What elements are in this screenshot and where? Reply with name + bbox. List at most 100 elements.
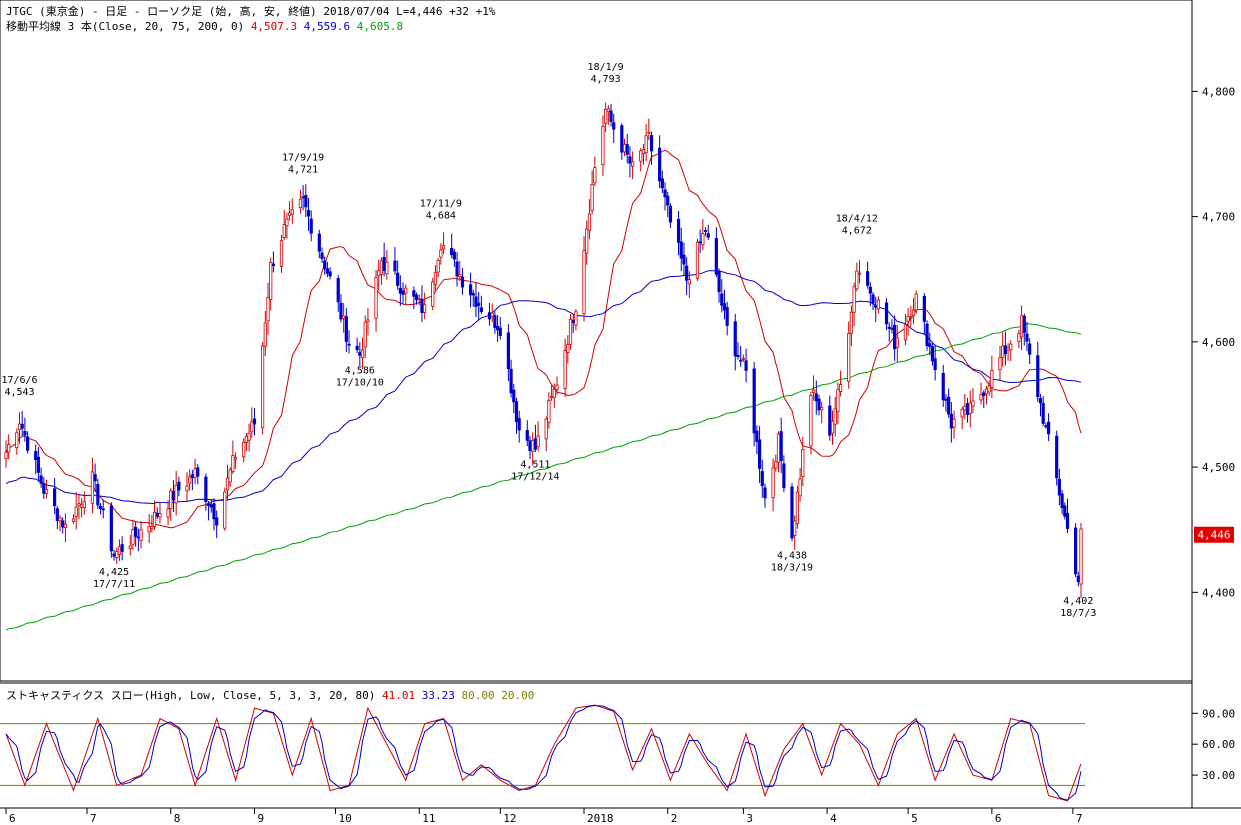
candle-body: [590, 184, 594, 211]
price-tick-label: 4,700: [1202, 211, 1235, 224]
candle-body: [250, 421, 254, 433]
candle-body: [1079, 528, 1083, 585]
candle-body: [53, 488, 57, 507]
candle-body: [949, 413, 953, 429]
candle-body: [687, 279, 691, 285]
ma75-line: [5, 270, 1082, 505]
candle-body: [398, 287, 402, 294]
candle-body: [922, 295, 926, 322]
candle-body: [147, 526, 151, 533]
candle-body: [736, 354, 740, 358]
candle-body: [647, 131, 651, 134]
candle-body: [171, 491, 176, 501]
candle-body: [601, 125, 605, 166]
candle-body: [836, 389, 840, 413]
candle-body: [190, 474, 194, 479]
candle-body: [223, 491, 227, 529]
candle-body: [968, 402, 972, 414]
candle-body: [1073, 527, 1078, 575]
candle-body: [566, 344, 570, 353]
candle-body: [1038, 398, 1043, 404]
candle-body: [866, 271, 870, 286]
candle-body: [698, 241, 702, 244]
candle-body: [871, 294, 875, 304]
annotation-label: 4,425: [99, 567, 129, 578]
candle-body: [830, 420, 835, 434]
candle-body: [342, 315, 346, 319]
last-price-label: 4,446: [1197, 529, 1230, 542]
candle-body: [36, 456, 41, 473]
candle-body: [525, 430, 529, 441]
annotation-label: 4,721: [288, 164, 318, 175]
candle-body: [793, 520, 797, 536]
stoch-tick-label: 60.00: [1202, 738, 1235, 751]
candle-body: [1001, 345, 1005, 358]
time-tick-label: 9: [257, 812, 264, 825]
candle-body: [563, 350, 567, 389]
candle-body: [685, 265, 689, 281]
candle-body: [585, 228, 589, 254]
price-tick-label: 4,600: [1202, 336, 1235, 349]
candle-body: [930, 346, 935, 362]
time-tick-label: 2: [671, 812, 678, 825]
candle-body: [152, 512, 157, 528]
candle-body: [155, 512, 159, 518]
candle-body: [903, 324, 908, 341]
candle-body: [876, 299, 881, 310]
candle-body: [115, 551, 119, 558]
candle-body: [269, 262, 273, 300]
candle-body: [852, 286, 856, 313]
candle-body: [911, 309, 916, 317]
candle-body: [82, 501, 86, 509]
candle-body: [725, 307, 729, 326]
annotation-label: 4,438: [777, 551, 807, 562]
annotation-label: 4,586: [345, 365, 375, 376]
candle-body: [260, 345, 265, 429]
candle-body: [98, 505, 103, 510]
candle-body: [285, 218, 289, 227]
candle-body: [663, 189, 667, 198]
candle-body: [441, 245, 446, 250]
annotation-label: 4,684: [426, 211, 456, 222]
candle-body: [77, 503, 81, 506]
candle-body: [817, 398, 821, 411]
candle-body: [1022, 315, 1026, 333]
candle-body: [477, 302, 481, 306]
candle-body: [741, 357, 745, 360]
annotation-label: 4,793: [591, 74, 621, 85]
candle-body: [212, 503, 216, 520]
candle-body: [17, 423, 22, 430]
candle-body: [782, 463, 786, 489]
candle-body: [44, 488, 49, 494]
candle-body: [288, 212, 292, 216]
candle-body: [63, 523, 68, 529]
candle-body: [450, 247, 454, 256]
candle-body: [309, 218, 313, 234]
candle-body: [609, 110, 613, 122]
candle-body: [757, 439, 762, 469]
candle-body: [306, 209, 311, 217]
ma75-value: 4,559.6: [303, 20, 351, 33]
candle-body: [15, 432, 19, 448]
candle-body: [641, 149, 646, 154]
candle-body: [174, 485, 178, 504]
candle-body: [436, 260, 440, 273]
candle-body: [385, 261, 389, 275]
price-panel-frame: [0, 0, 1193, 682]
candle-body: [574, 311, 578, 326]
candle-body: [514, 401, 519, 423]
candle-body: [242, 441, 246, 458]
candle-body: [814, 393, 818, 402]
candle-body: [433, 272, 438, 285]
candle-body: [366, 319, 370, 323]
annotation-label: 17/9/19: [282, 152, 324, 163]
candle-body: [225, 477, 230, 491]
candle-body: [933, 358, 937, 371]
candle-body: [374, 276, 378, 319]
candle-body: [941, 372, 945, 401]
candle-body: [649, 135, 654, 152]
candle-body: [458, 274, 462, 277]
candle-body: [884, 302, 889, 325]
